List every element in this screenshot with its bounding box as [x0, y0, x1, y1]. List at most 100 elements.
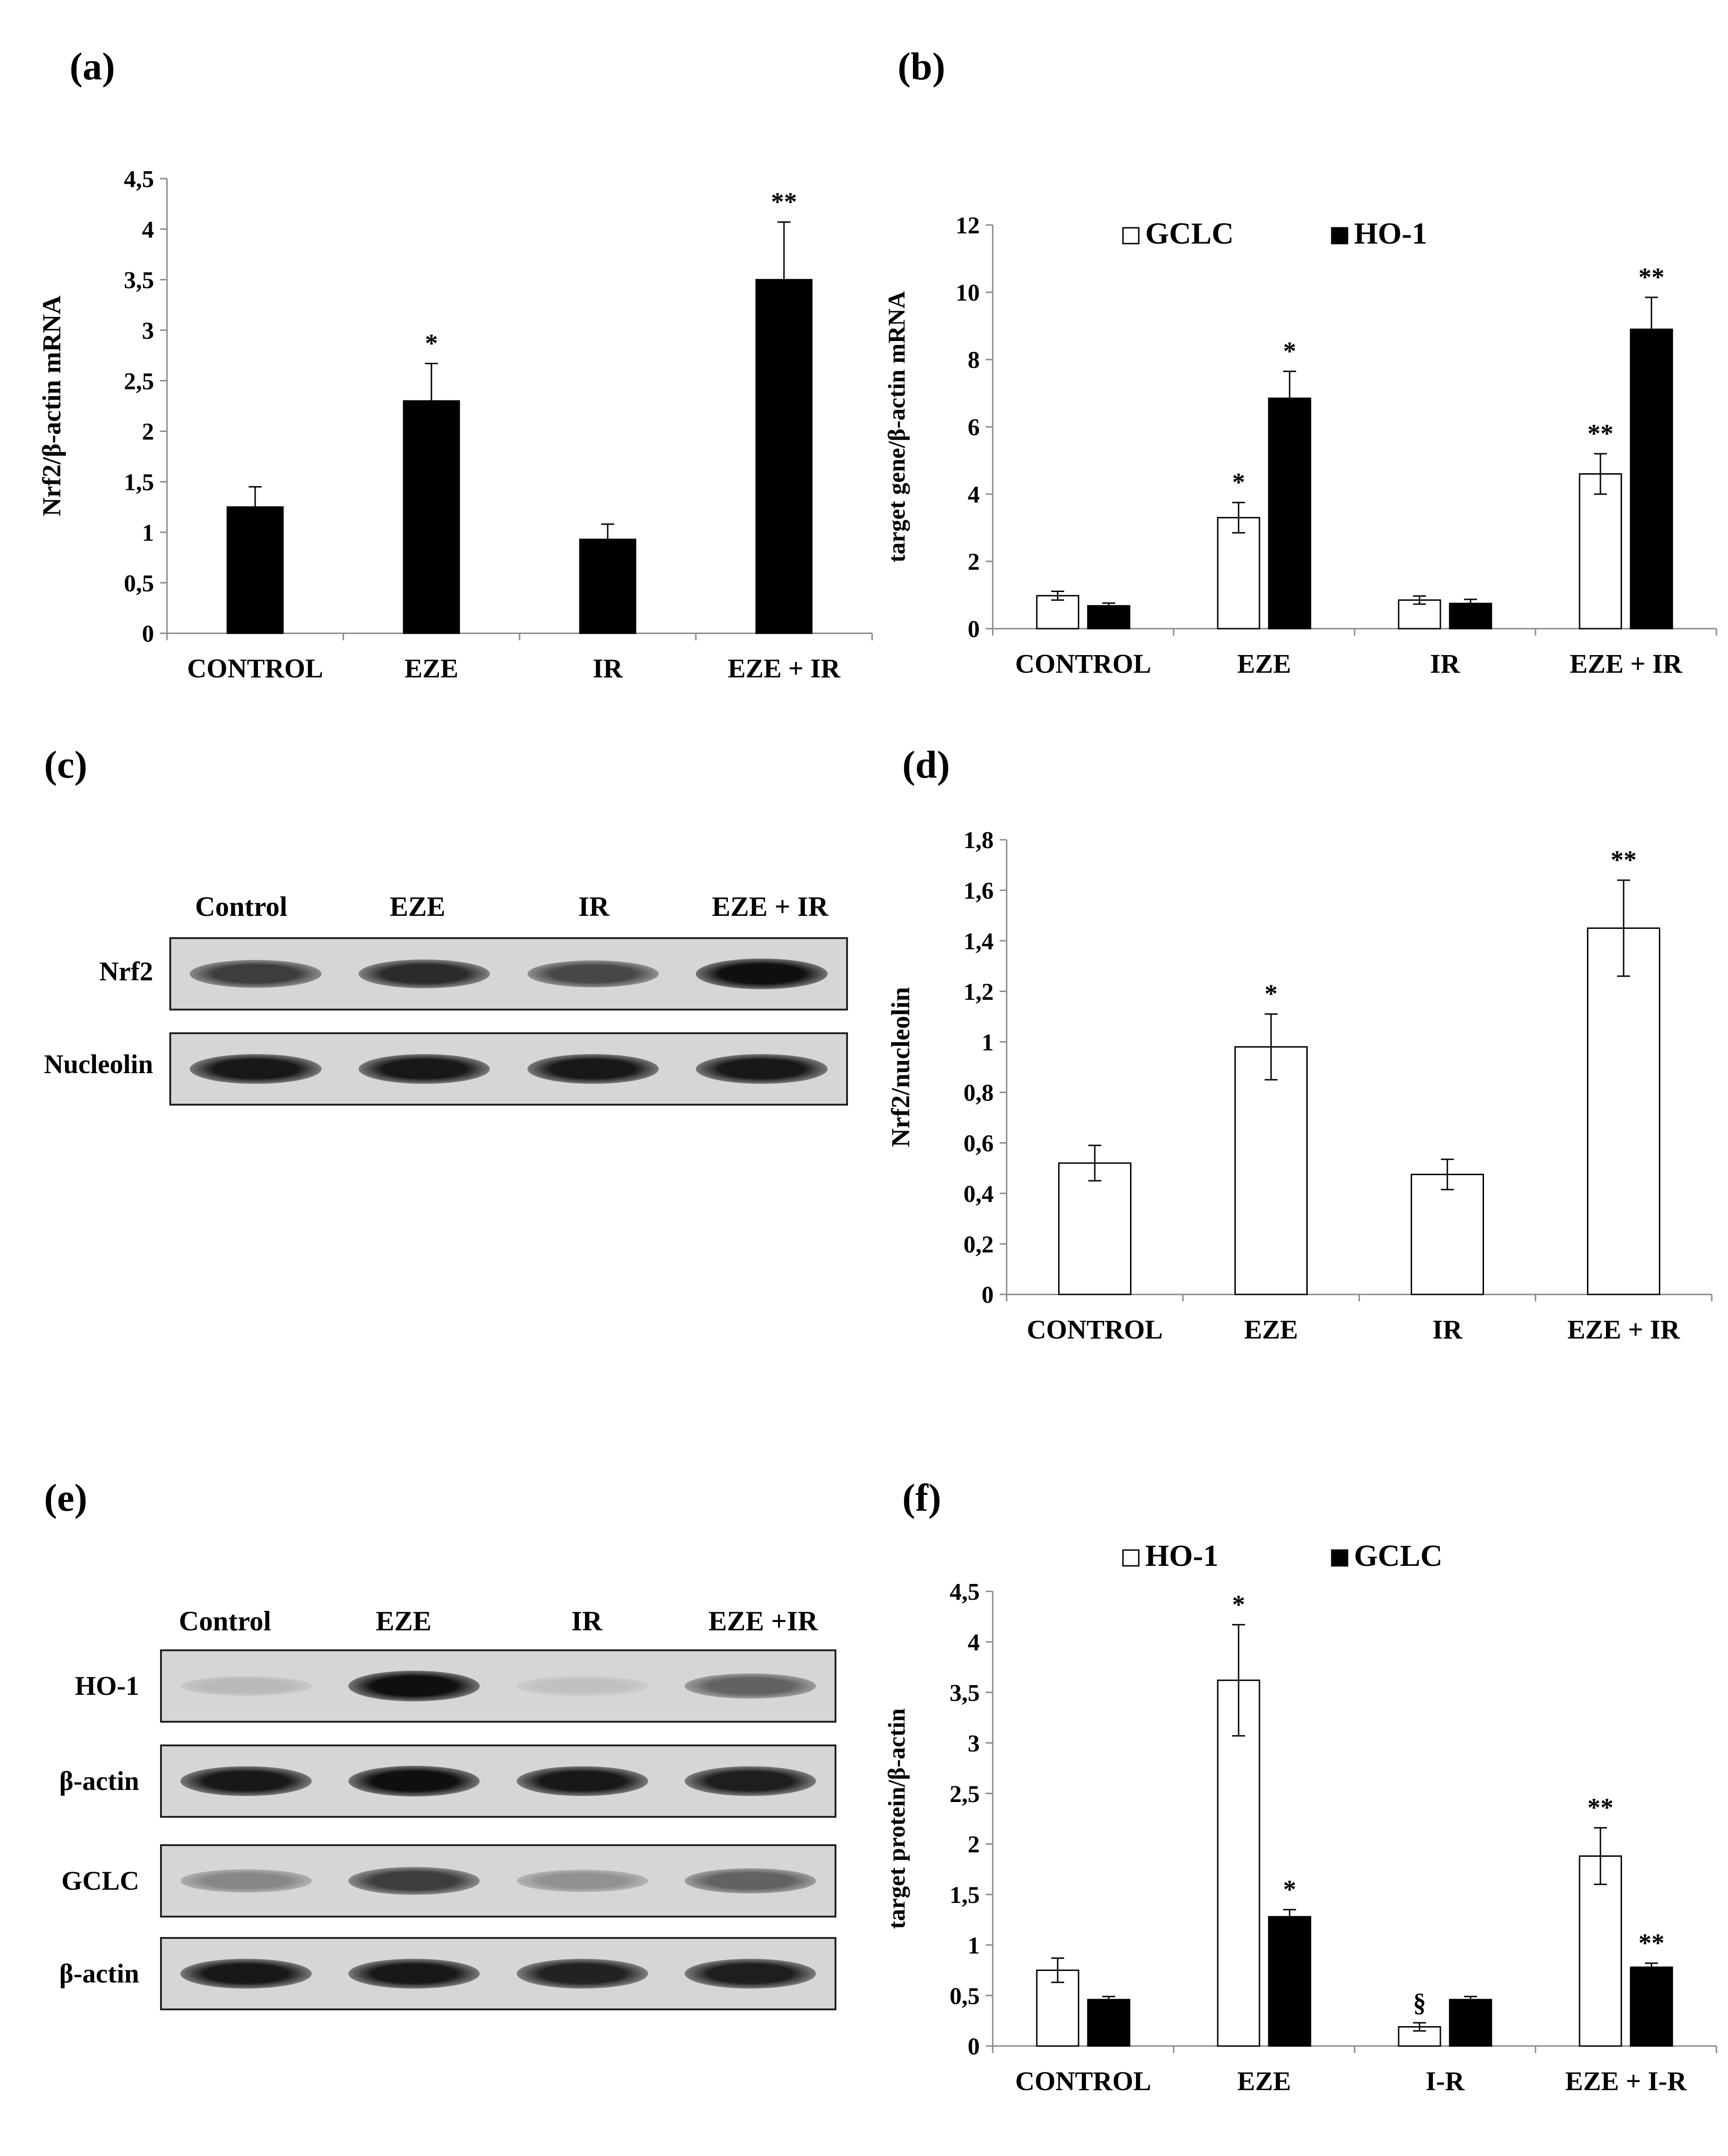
bar	[1087, 1999, 1131, 2047]
legend-label: GCLC	[1354, 1539, 1443, 1573]
significance-marker: §	[1413, 1989, 1426, 2017]
significance-marker: *	[1232, 1590, 1245, 1619]
blot-band	[180, 1958, 312, 1989]
bar	[1058, 1162, 1131, 1295]
x-category-label: EZE + IR	[1570, 649, 1683, 679]
y-tick-label: 3,5	[950, 1680, 980, 1706]
x-category-label: EZE	[405, 653, 458, 683]
western-blot-e: Control EZE IR EZE +IR HO-1 β-actin GCLC…	[0, 1587, 863, 2027]
y-tick-label: 1	[982, 1030, 994, 1056]
x-category-label: EZE	[1244, 1314, 1298, 1345]
y-tick-label: 1,4	[964, 928, 994, 955]
y-axis-title: target protein/β-actin	[884, 1708, 910, 1929]
panel-label-c: (c)	[44, 743, 88, 786]
y-tick-label: 2,5	[950, 1781, 980, 1808]
blot-band	[516, 1676, 648, 1696]
legend-label: GCLC	[1145, 217, 1234, 251]
legend-swatch	[1331, 1549, 1349, 1567]
blot-e-row-label: β-actin	[59, 1766, 139, 1796]
y-tick-label: 4,5	[950, 1579, 980, 1605]
blot-c-strip-nucleolin	[169, 1032, 848, 1106]
panel-label-e: (e)	[44, 1476, 88, 1519]
significance-marker: *	[425, 329, 438, 358]
chart-d: 0 0,2 0,4 0,6 0,8 1 1,2 1,4 1,6 1,8 CONTROL EZE IR EZ…	[886, 827, 1713, 1345]
y-tick-label: 0	[142, 621, 154, 647]
bar	[403, 400, 460, 634]
bar	[1630, 1966, 1673, 2047]
blot-c-row-label: Nrf2	[99, 956, 153, 986]
y-tick-label: 4	[968, 1629, 980, 1656]
blot-e-row-label: β-actin	[59, 1958, 139, 1989]
x-category-label: CONTROL	[187, 653, 323, 683]
significance-marker: **	[1587, 419, 1613, 448]
blot-band	[348, 1766, 480, 1796]
x-category-label: CONTROL	[1015, 2066, 1151, 2096]
blot-band	[527, 960, 659, 988]
bar	[1234, 1046, 1308, 1295]
y-tick-label: 8	[968, 347, 980, 373]
y-tick-label: 1,5	[124, 470, 154, 496]
y-tick-label: 0	[982, 1282, 994, 1308]
blot-band	[180, 1766, 312, 1796]
blot-band	[685, 1766, 816, 1796]
blot-band	[685, 1959, 816, 1989]
blot-e-strip-beta-actin	[160, 1937, 836, 2010]
blot-e-lane-label: EZE	[375, 1606, 432, 1636]
y-tick-label: 0,5	[950, 1983, 980, 2009]
bar	[226, 506, 284, 634]
blot-band	[685, 1868, 816, 1894]
y-tick-label: 1,6	[964, 878, 994, 904]
bar	[1449, 1999, 1492, 2047]
significance-marker: *	[1283, 337, 1296, 366]
legend-swatch	[1122, 227, 1140, 245]
western-blot-c: Control EZE IR EZE + IR Nrf2 Nucleolin	[0, 872, 863, 1123]
significance-marker: **	[1638, 263, 1664, 292]
chart-a: 0 0,5 1 1,5 2 2,5 3 3,5 4 4,5 CONTROL EZE IR EZE + IR…	[38, 166, 873, 683]
y-axis-title: Nrf2/nucleolin	[886, 987, 915, 1147]
y-tick-label: 4,5	[124, 166, 154, 193]
bar	[1217, 517, 1260, 630]
y-tick-label: 0,6	[964, 1131, 994, 1157]
blot-c-lane-label: EZE	[389, 891, 446, 922]
y-tick-label: 4	[968, 482, 980, 508]
panel-label-b: (b)	[898, 45, 945, 88]
x-category-label: EZE + IR	[1567, 1314, 1681, 1345]
blot-band	[696, 959, 828, 989]
y-tick-label: 1,8	[964, 827, 994, 854]
y-tick-label: 1	[968, 1932, 980, 1959]
blot-band	[696, 1054, 828, 1084]
bar	[1579, 473, 1622, 630]
y-tick-label: 4	[142, 217, 154, 243]
y-tick-label: 0,4	[964, 1181, 994, 1207]
significance-marker: **	[1611, 846, 1637, 875]
bar	[1268, 1916, 1311, 2047]
legend-label: HO-1	[1354, 217, 1427, 251]
legend-swatch	[1122, 1549, 1140, 1567]
x-category-label: IR	[1430, 649, 1461, 679]
x-category-label: CONTROL	[1015, 649, 1151, 679]
y-tick-label: 3	[142, 318, 154, 344]
blot-band	[348, 1958, 480, 1989]
bar	[1087, 605, 1131, 630]
blot-band	[348, 1671, 480, 1701]
significance-marker: *	[1283, 1875, 1296, 1904]
blot-e-lane-label: EZE +IR	[708, 1606, 818, 1636]
blot-band	[180, 1676, 312, 1696]
blot-band	[358, 1054, 490, 1084]
blot-band	[358, 959, 490, 989]
x-category-label: CONTROL	[1027, 1314, 1163, 1345]
blot-band	[348, 1867, 480, 1895]
blot-e-row-label: HO-1	[75, 1671, 139, 1701]
y-tick-label: 3,5	[124, 267, 154, 294]
x-category-label: EZE + IR	[728, 653, 841, 683]
y-tick-label: 10	[956, 280, 980, 306]
y-tick-label: 6	[968, 414, 980, 441]
y-tick-label: 1,2	[964, 979, 994, 1005]
bar	[1398, 2026, 1441, 2047]
panel-label-f: (f)	[902, 1476, 941, 1519]
blot-c-strip-nrf2	[169, 937, 848, 1010]
bar	[1411, 1173, 1484, 1295]
y-tick-label: 0	[968, 2034, 980, 2060]
significance-marker: *	[1265, 980, 1278, 1009]
bar	[755, 279, 813, 634]
